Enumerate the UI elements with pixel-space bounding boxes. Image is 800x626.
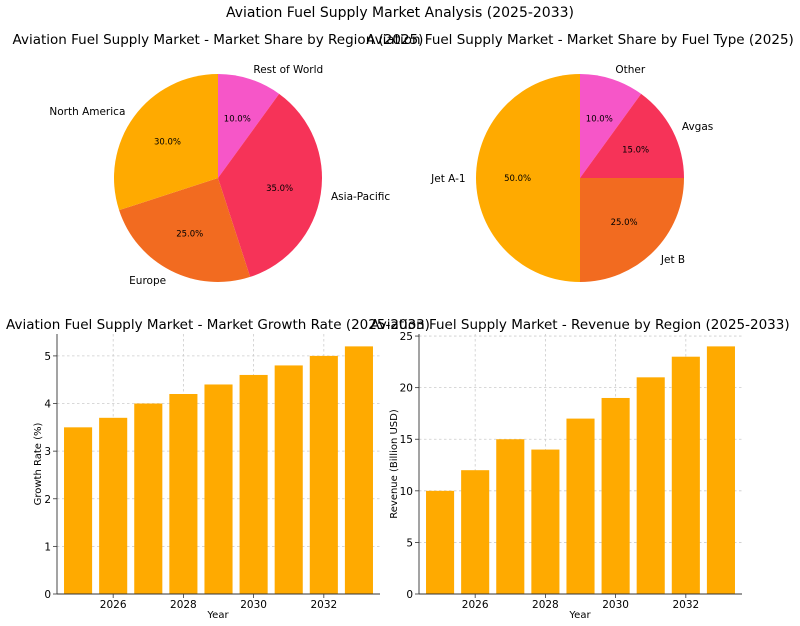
pie-region-pct-europe: 25.0% xyxy=(176,230,203,240)
revenue-xtick-2032: 2032 xyxy=(672,599,699,611)
growth-bar-2027 xyxy=(134,403,163,594)
bar-chart-revenue: Aviation Fuel Supply Market - Revenue by… xyxy=(370,317,789,621)
revenue-title: Aviation Fuel Supply Market - Revenue by… xyxy=(370,317,789,333)
growth-bar-2033 xyxy=(344,346,373,594)
growth-rate-title: Aviation Fuel Supply Market - Market Gro… xyxy=(6,317,430,333)
revenue-bar-2031 xyxy=(636,377,665,594)
revenue-ytick-25: 25 xyxy=(400,331,413,343)
growth-bar-2028 xyxy=(169,394,198,594)
revenue-xlabel: Year xyxy=(568,610,591,621)
revenue-ytick-5: 5 xyxy=(406,537,413,549)
growth-rate-xlabel: Year xyxy=(206,610,229,621)
revenue-bar-2028 xyxy=(531,449,560,594)
growth-bar-2025 xyxy=(64,427,93,594)
pie-fuel-pct-other: 10.0% xyxy=(586,115,613,125)
pie-region-slice-north-america xyxy=(113,74,218,211)
pie-fuel-slice-avgas xyxy=(580,93,684,178)
growth-ytick-4: 4 xyxy=(44,399,51,411)
revenue-bar-2026 xyxy=(461,470,490,594)
growth-rate-ylabel: Growth Rate (%) xyxy=(33,423,44,506)
pie-region-pct-asia-pacific: 35.0% xyxy=(266,184,293,194)
pie-fuel-pct-jet-b: 25.0% xyxy=(611,218,638,228)
revenue-bar-2029 xyxy=(566,418,595,594)
pie-fuel-label-avgas: Avgas xyxy=(682,121,713,133)
revenue-ytick-0: 0 xyxy=(406,589,413,601)
revenue-ytick-10: 10 xyxy=(400,486,413,498)
growth-bar-2032 xyxy=(309,355,338,594)
figure-title: Aviation Fuel Supply Market Analysis (20… xyxy=(226,5,574,21)
pie-fuel-slice-jet-b xyxy=(580,178,684,282)
growth-ytick-1: 1 xyxy=(44,541,51,553)
growth-xtick-2026: 2026 xyxy=(100,599,127,611)
revenue-xtick-2028: 2028 xyxy=(532,599,559,611)
growth-xtick-2028: 2028 xyxy=(170,599,197,611)
growth-bar-2030 xyxy=(239,374,268,594)
revenue-bar-2032 xyxy=(671,356,700,594)
pie-chart-region: Aviation Fuel Supply Market - Market Sha… xyxy=(13,32,424,287)
bar-chart-growth-rate: Aviation Fuel Supply Market - Market Gro… xyxy=(6,317,430,621)
pie-region-label-asia-pacific: Asia-Pacific xyxy=(331,191,390,203)
pie-region-label-north-america: North America xyxy=(49,106,125,118)
pie-fuel-label-jet-a-1: Jet A-1 xyxy=(430,173,465,185)
growth-xtick-2030: 2030 xyxy=(240,599,267,611)
pie-fuel-slice-jet-a-1 xyxy=(476,74,580,282)
growth-ytick-5: 5 xyxy=(44,351,51,363)
revenue-xtick-2026: 2026 xyxy=(462,599,489,611)
pie-fuel-pct-jet-a-1: 50.0% xyxy=(504,174,531,184)
pie-fuel-label-jet-b: Jet B xyxy=(660,254,685,266)
revenue-bar-2025 xyxy=(426,490,455,594)
pie-fuel-type-title: Aviation Fuel Supply Market - Market Sha… xyxy=(366,32,794,48)
revenue-bar-2027 xyxy=(496,439,525,594)
pie-region-title: Aviation Fuel Supply Market - Market Sha… xyxy=(13,32,424,48)
revenue-bar-2033 xyxy=(706,346,735,594)
revenue-ytick-15: 15 xyxy=(400,434,413,446)
pie-region-label-rest-of-world: Rest of World xyxy=(253,64,323,76)
growth-bar-2026 xyxy=(99,417,128,594)
revenue-ylabel: Revenue (Billion USD) xyxy=(389,409,400,519)
growth-ytick-2: 2 xyxy=(44,494,51,506)
pie-region-pct-rest-of-world: 10.0% xyxy=(224,115,251,125)
pie-region-slice-asia-pacific xyxy=(218,93,323,277)
pie-chart-fuel-type: Aviation Fuel Supply Market - Market Sha… xyxy=(366,32,794,282)
revenue-ytick-20: 20 xyxy=(400,383,413,395)
pie-region-slice-rest-of-world xyxy=(218,74,280,178)
pie-fuel-pct-avgas: 15.0% xyxy=(622,146,649,156)
revenue-xtick-2030: 2030 xyxy=(602,599,629,611)
pie-region-slice-europe xyxy=(119,178,251,283)
growth-bar-2029 xyxy=(204,384,233,594)
growth-xtick-2032: 2032 xyxy=(310,599,337,611)
pie-region-pct-north-america: 30.0% xyxy=(154,137,181,147)
pie-fuel-slice-other xyxy=(580,74,642,178)
pie-fuel-label-other: Other xyxy=(615,64,645,76)
growth-ytick-0: 0 xyxy=(44,589,51,601)
revenue-bar-2030 xyxy=(601,397,630,594)
growth-bar-2031 xyxy=(274,365,303,594)
pie-region-label-europe: Europe xyxy=(129,275,166,287)
growth-ytick-3: 3 xyxy=(44,446,51,458)
